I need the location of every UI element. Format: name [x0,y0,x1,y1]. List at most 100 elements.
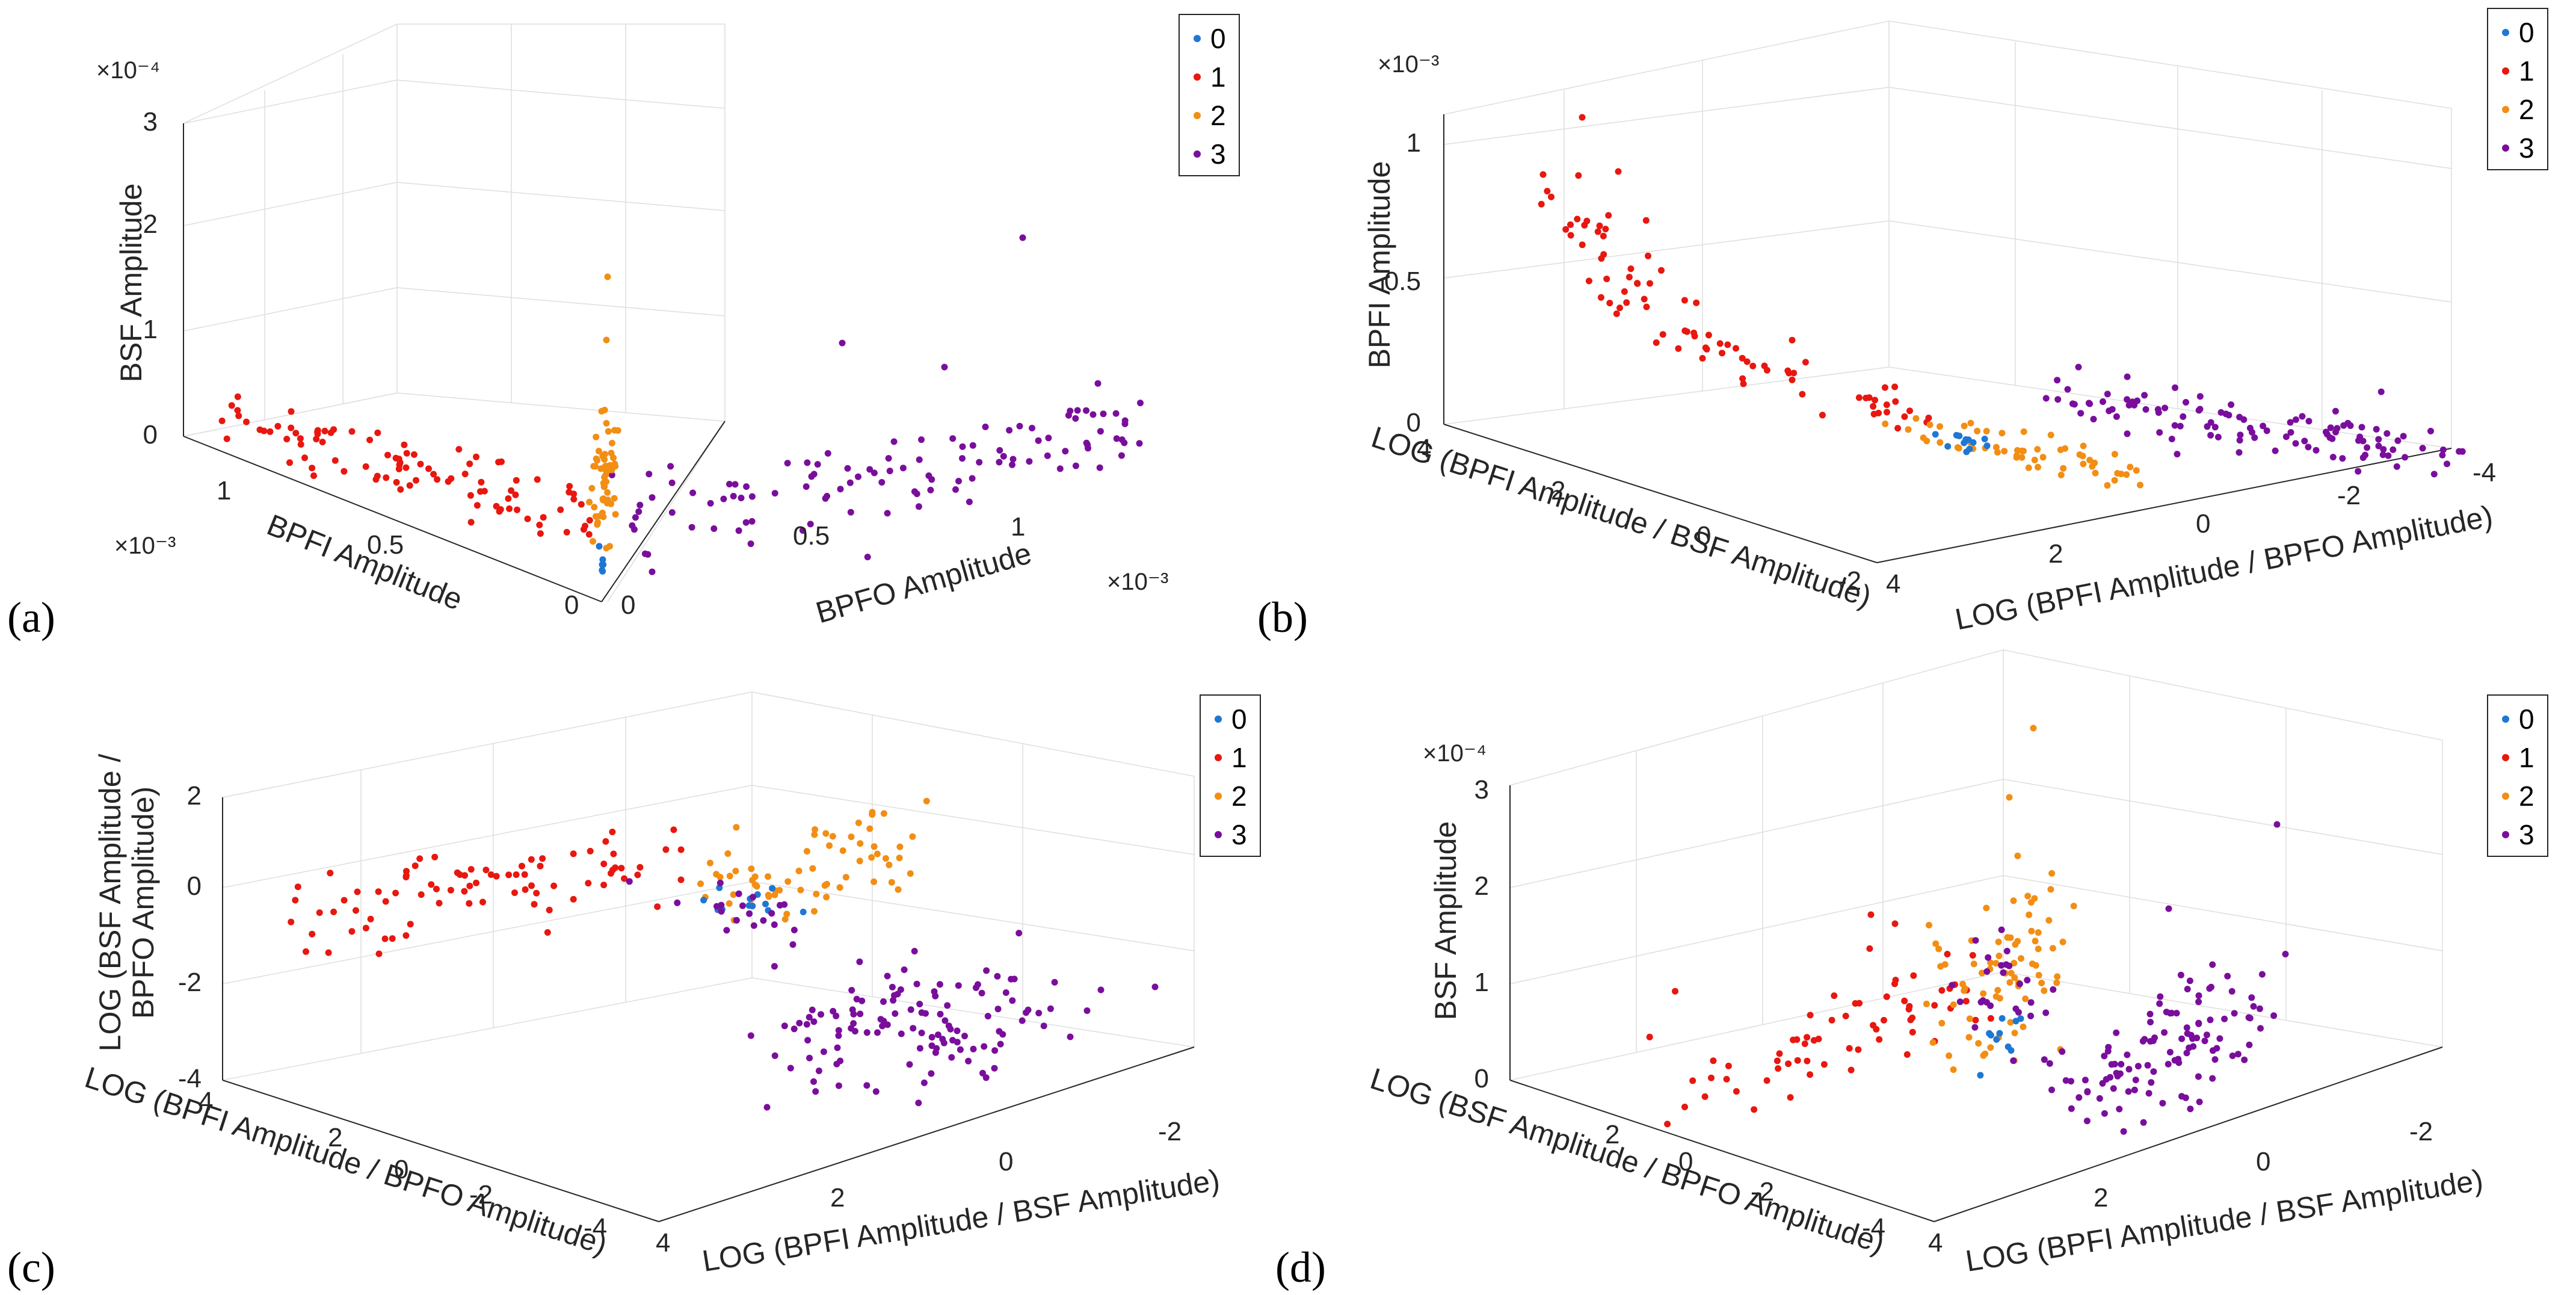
data-point-class-1 [1856,1000,1863,1007]
data-point-class-3 [2305,418,2313,425]
data-point-class-2 [765,873,771,880]
data-point-class-3 [790,927,798,933]
data-point-class-3 [2147,1019,2154,1025]
data-point-class-3 [851,1028,858,1035]
data-point-class-3 [916,1045,923,1052]
data-point-class-1 [1710,1057,1717,1065]
data-point-class-1 [1634,280,1641,287]
data-point-class-2 [896,855,903,862]
data-point-class-1 [383,474,390,481]
data-point-class-3 [2140,1119,2147,1126]
data-point-class-1 [1681,1104,1688,1110]
data-point-class-3 [2104,391,2111,398]
data-point-class-3 [2373,425,2380,433]
data-point-class-3 [846,479,854,486]
data-point-class-3 [934,1031,941,1039]
panel-a-points [218,234,1144,575]
data-point-class-1 [1892,977,1899,984]
data-point-class-3 [991,1047,999,1054]
data-point-class-1 [478,478,485,486]
data-point-class-2 [2001,448,2008,455]
data-point-class-1 [570,895,577,903]
data-point-class-2 [592,513,599,520]
panel-c-letter: (c) [7,1243,55,1291]
data-point-class-3 [1016,422,1023,430]
data-point-class-1 [1579,241,1586,249]
data-point-class-2 [2006,794,2013,801]
data-point-class-2 [2048,870,2056,877]
data-point-class-3 [2120,1128,2127,1135]
panel-b-points [1538,114,2466,489]
data-point-class-2 [781,916,789,923]
data-point-class-3 [1998,962,2005,969]
data-point-class-2 [823,894,830,901]
data-point-class-3 [913,980,920,987]
data-point-class-3 [983,967,990,974]
data-point-class-3 [2299,413,2306,420]
panel-b-pane-outline [1443,20,2452,449]
data-point-class-2 [608,450,615,457]
data-point-class-1 [570,496,578,502]
data-point-class-2 [907,870,914,877]
panel-c-y-tick: 4 [199,1087,213,1116]
data-point-class-2 [809,865,816,872]
data-point-class-3 [2041,1056,2048,1063]
data-point-class-1 [327,870,334,877]
data-point-class-1 [411,862,419,870]
legend-marker-2 [1194,112,1201,119]
data-point-class-3 [2246,1041,2253,1048]
legend-marker-2 [2502,106,2509,113]
data-point-class-1 [566,483,573,490]
data-point-class-1 [447,886,454,894]
data-point-class-1 [1538,200,1545,208]
data-point-class-1 [1596,222,1603,229]
data-point-class-2 [1954,444,1961,451]
data-point-class-1 [403,450,410,457]
data-point-class-3 [920,1079,928,1086]
data-point-class-1 [1775,1065,1782,1072]
data-point-class-2 [604,273,611,280]
data-point-class-2 [2029,960,2036,968]
data-point-class-2 [1980,990,1987,997]
data-point-class-3 [2380,446,2387,453]
data-point-class-3 [2246,424,2254,431]
data-point-class-1 [466,882,473,889]
data-point-class-3 [2394,437,2402,444]
data-point-class-1 [1972,1016,1979,1024]
data-point-class-3 [890,997,897,1004]
data-point-class-1 [274,422,282,430]
data-point-class-3 [804,1037,812,1044]
data-point-class-0 [1970,439,1977,446]
data-point-class-2 [595,448,602,455]
data-point-class-2 [2011,974,2018,981]
data-point-class-2 [2035,463,2041,471]
panel-c-z-label: LOG (BSF Amplitude / [93,754,127,1052]
panel-a-x-axis [601,421,726,602]
data-point-class-3 [906,1061,913,1068]
data-point-class-3 [2113,1029,2120,1036]
data-point-class-2 [869,809,876,816]
data-point-class-1 [384,451,391,459]
panel-b: 0 0.5 1 ×10⁻³ BPFI Amplitude 4 2 0 -2 LO… [1257,8,2548,641]
data-point-class-1 [1870,410,1878,418]
data-point-class-3 [720,495,727,502]
data-point-class-1 [1751,1106,1758,1113]
data-point-class-3 [997,1040,1004,1048]
data-point-class-1 [402,464,410,471]
data-point-class-3 [2075,1094,2083,1101]
data-point-class-1 [537,530,544,537]
legend-label: 1 [2519,55,2534,87]
data-point-class-3 [850,1020,857,1027]
data-point-class-2 [2011,1030,2018,1037]
data-point-class-3 [918,1009,925,1016]
panel-c-z-tick: 2 [187,781,202,811]
data-point-class-1 [1681,327,1689,335]
data-point-class-2 [1995,953,2003,959]
data-point-class-0 [769,885,776,892]
data-point-class-1 [314,430,321,437]
data-point-class-1 [374,472,381,480]
panel-d-points [1646,725,2289,1135]
data-point-class-1 [1903,1051,1911,1058]
panel-b-x-tick: -4 [2473,458,2496,487]
data-point-class-1 [1603,276,1610,282]
